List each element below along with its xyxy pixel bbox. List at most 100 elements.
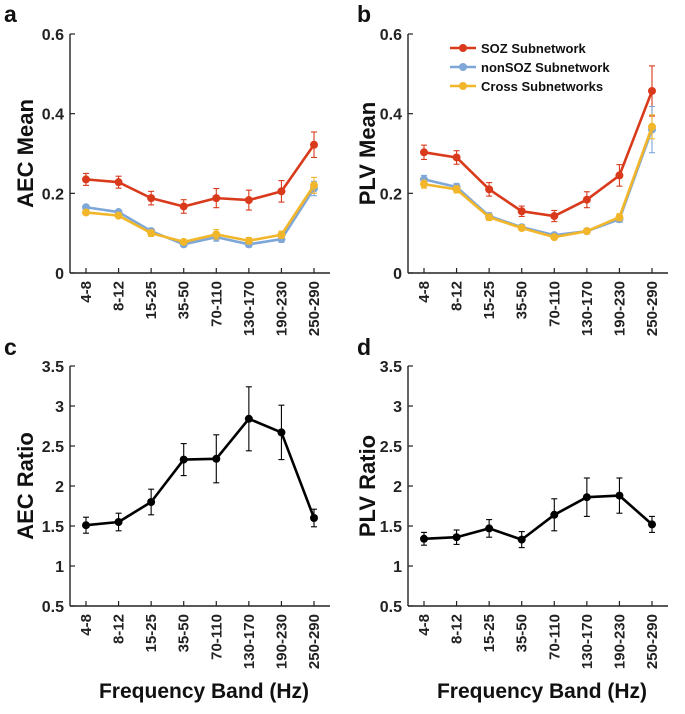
data-point bbox=[310, 514, 318, 522]
data-point bbox=[212, 454, 221, 463]
data-point bbox=[179, 202, 188, 211]
legend-label: SOZ Subnetwork bbox=[481, 41, 587, 56]
data-point bbox=[82, 208, 90, 217]
x-tick-label: 190-230 bbox=[273, 614, 290, 669]
data-point bbox=[452, 533, 461, 542]
y-axis-title: AEC Ratio bbox=[13, 432, 38, 540]
data-point bbox=[420, 180, 428, 189]
series-soz-subnetwork bbox=[420, 65, 656, 223]
x-tick-label: 130-170 bbox=[579, 281, 596, 336]
x-tick-label: 35-50 bbox=[176, 614, 193, 652]
y-tick-label: 0.6 bbox=[42, 27, 64, 44]
y-axis-title: PLV Mean bbox=[355, 102, 380, 206]
data-point bbox=[485, 524, 494, 533]
legend: SOZ Subnetwork nonSOZ Subnetwork Cross Sub… bbox=[450, 41, 610, 94]
data-point bbox=[147, 229, 156, 238]
data-point bbox=[212, 194, 221, 203]
data-point bbox=[179, 455, 188, 464]
data-point bbox=[420, 148, 428, 157]
data-point bbox=[244, 414, 253, 423]
panel-b: b 0 0.2 0.4 0.6 4-8 8-12 15-25 35-50 70-110 130-17… bbox=[355, 1, 668, 336]
panel-a: a 0 0.2 0.4 0.6 4-8 8-12 15-25 35-50 70-110 130-17… bbox=[4, 1, 330, 336]
x-tick-label: 70-110 bbox=[208, 281, 225, 327]
x-tick-label: 130-170 bbox=[579, 614, 596, 669]
x-tick-label: 8-12 bbox=[449, 614, 466, 644]
y-tick-label: 0.4 bbox=[42, 107, 64, 124]
series-line bbox=[85, 187, 316, 246]
y-axis-title: AEC Mean bbox=[13, 99, 38, 208]
x-tick-label: 35-50 bbox=[514, 614, 531, 652]
data-point bbox=[147, 498, 156, 506]
x-tick-label: 8-12 bbox=[449, 281, 466, 311]
x-tick-label: 130-170 bbox=[241, 281, 258, 336]
x-tick-label: 190-230 bbox=[611, 614, 628, 669]
data-point bbox=[452, 153, 461, 162]
y-tick-label: 0 bbox=[55, 266, 64, 283]
x-tick-label: 250-290 bbox=[644, 614, 661, 669]
x-axis-title: Frequency Band (Hz) bbox=[437, 680, 647, 703]
data-point bbox=[517, 207, 526, 216]
x-tick-label: 15-25 bbox=[481, 281, 498, 319]
y-tick-label: 1.5 bbox=[380, 519, 402, 536]
data-point bbox=[582, 227, 591, 236]
data-point bbox=[615, 213, 624, 222]
x-tick-label: 130-170 bbox=[241, 614, 258, 669]
x-tick-label: 250-290 bbox=[306, 281, 323, 336]
x-tick-label: 15-25 bbox=[481, 614, 498, 652]
y-tick-label: 0.5 bbox=[42, 599, 64, 616]
y-tick-label: 2.5 bbox=[380, 439, 402, 456]
legend-item: nonSOZ Subnetwork bbox=[450, 60, 610, 75]
data-point bbox=[114, 518, 123, 526]
x-tick-label: 8-12 bbox=[111, 614, 128, 644]
panel-letter: b bbox=[357, 1, 371, 27]
series-cross-subnetworks bbox=[82, 176, 318, 246]
data-point bbox=[615, 491, 624, 500]
y-tick-label: 0 bbox=[393, 266, 402, 283]
x-tick-label: 15-25 bbox=[143, 614, 160, 652]
data-point bbox=[310, 181, 318, 190]
data-point bbox=[244, 236, 253, 245]
x-tick-label: 35-50 bbox=[176, 281, 193, 319]
series-line bbox=[85, 417, 316, 527]
legend-swatch-marker bbox=[459, 63, 467, 71]
x-axis-title: Frequency Band (Hz) bbox=[99, 680, 309, 703]
series-plv-ratio bbox=[420, 477, 656, 549]
data-point bbox=[550, 510, 559, 519]
x-tick-label: 4-8 bbox=[78, 614, 95, 636]
x-tick-label: 250-290 bbox=[306, 614, 323, 669]
panel-c: c 0.5 1 1.5 2 2.5 3 3.5 4-8 8-12 15-25 35-50 70-110 1… bbox=[4, 334, 330, 703]
data-point bbox=[485, 213, 494, 222]
x-tick-label: 35-50 bbox=[514, 281, 531, 319]
panel-letter: d bbox=[357, 334, 371, 360]
legend-item: SOZ Subnetwork bbox=[450, 41, 587, 56]
y-tick-label: 3 bbox=[393, 399, 402, 416]
x-tick-label: 70-110 bbox=[546, 614, 563, 660]
x-tick-label: 4-8 bbox=[416, 281, 433, 303]
series-soz-subnetwork bbox=[82, 131, 318, 214]
data-point bbox=[147, 194, 156, 203]
y-tick-label: 1.5 bbox=[42, 519, 64, 536]
data-point bbox=[582, 493, 591, 502]
legend-label: Cross Subnetworks bbox=[481, 79, 603, 94]
y-tick-label: 0.6 bbox=[380, 27, 402, 44]
data-point bbox=[648, 520, 656, 529]
data-point bbox=[114, 178, 123, 187]
data-point bbox=[277, 187, 286, 196]
x-tick-label: 8-12 bbox=[111, 281, 128, 311]
y-tick-label: 2 bbox=[393, 479, 402, 496]
x-tick-label: 190-230 bbox=[273, 281, 290, 336]
y-tick-label: 3.5 bbox=[42, 359, 64, 376]
data-point bbox=[420, 534, 428, 543]
data-point bbox=[582, 195, 591, 204]
panel-letter: a bbox=[4, 1, 17, 27]
y-tick-label: 2 bbox=[55, 479, 64, 496]
y-tick-label: 1 bbox=[393, 559, 402, 576]
x-tick-label: 15-25 bbox=[143, 281, 160, 319]
series-line bbox=[85, 143, 316, 208]
x-tick-label: 4-8 bbox=[416, 614, 433, 636]
data-point bbox=[179, 237, 188, 246]
y-tick-label: 0.4 bbox=[380, 107, 402, 124]
data-point bbox=[517, 535, 526, 544]
